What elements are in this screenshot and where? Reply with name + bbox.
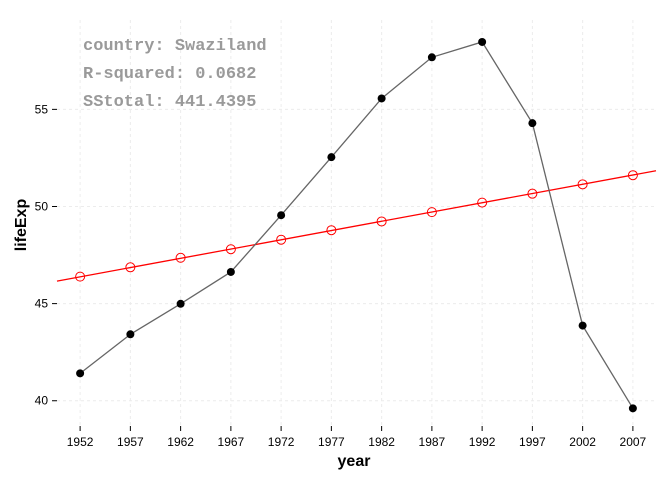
x-tick-label: 1972 (268, 435, 295, 449)
x-tick-label: 2007 (620, 435, 647, 449)
y-tick-label: 50 (35, 199, 49, 213)
x-tick-label: 1987 (419, 435, 446, 449)
y-tick-label: 45 (35, 297, 49, 311)
x-tick-label: 1957 (117, 435, 144, 449)
y-tick-label: 55 (35, 102, 49, 116)
x-tick-label: 1992 (469, 435, 496, 449)
x-tick-label: 1952 (67, 435, 94, 449)
x-tick-label: 1977 (318, 435, 345, 449)
observed-point (478, 37, 487, 46)
annotation-text: country: Swaziland (83, 37, 267, 56)
x-tick-label: 1962 (167, 435, 194, 449)
fitted-point (276, 234, 287, 245)
annotation-text: SStotal: 441.4395 (83, 93, 256, 112)
y-tick-label: 40 (35, 394, 49, 408)
observed-point (126, 330, 135, 339)
observed-point (176, 299, 185, 308)
observed-point (377, 94, 386, 103)
annotation-layer: country: Swaziland R-squared: 0.0682 SStot… (83, 37, 267, 112)
fitted-point (527, 188, 538, 199)
fitted-point (225, 244, 236, 255)
observed-point (528, 119, 537, 128)
observed-point (628, 404, 637, 413)
observed-point (327, 153, 336, 162)
observed-point (226, 267, 235, 276)
observed-point (76, 369, 85, 378)
x-axis-title: year (338, 453, 371, 470)
fitted-point (627, 170, 638, 181)
observed-point (427, 53, 436, 62)
fitted-point (426, 207, 437, 218)
fitted-point (376, 216, 387, 227)
x-tick-label: 1967 (218, 435, 245, 449)
axis-layer: 1952 1957 1962 1967 1972 1977 1982 1987 1992 1997… (35, 102, 647, 449)
fitted-point (477, 197, 488, 208)
observed-series-line (79, 41, 634, 409)
fitted-point (175, 252, 186, 263)
observed-point (578, 321, 587, 330)
regression-line (56, 170, 657, 282)
fitted-point (125, 262, 136, 273)
fitted-point (577, 179, 588, 190)
grid-layer (57, 20, 656, 426)
y-axis-title: lifeExp (13, 199, 30, 252)
x-tick-label: 1997 (519, 435, 546, 449)
observed-point (277, 211, 286, 220)
fitted-point (75, 271, 86, 282)
fitted-point (326, 225, 337, 236)
x-tick-label: 2002 (569, 435, 596, 449)
x-tick-label: 1982 (368, 435, 395, 449)
annotation-text: R-squared: 0.0682 (83, 65, 256, 84)
series-layer (56, 37, 657, 413)
